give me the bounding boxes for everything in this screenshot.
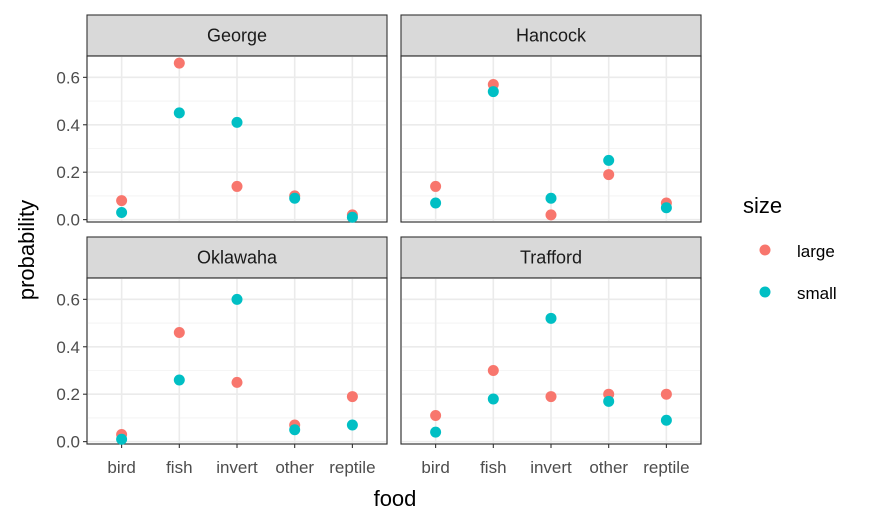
point-hancock-large-other [603,169,615,181]
point-trafford-small-bird [430,426,442,438]
legend-title: size [743,193,782,218]
panel-trafford: Trafford bird fish invert other reptile [400,236,702,477]
point-oklawaha-small-invert [231,293,243,305]
point-hancock-small-reptile [660,202,672,214]
x-tick-label-invert: invert [216,458,258,477]
y-tick-label: 0.0 [56,433,80,452]
legend-key-large [759,244,771,256]
legend-label-small: small [797,284,837,303]
y-tick-label: 0.4 [56,338,80,357]
point-oklawaha-small-fish [173,374,185,386]
x-tick-label-reptile: reptile [643,458,689,477]
strip-label-oklawaha: Oklawaha [197,248,278,268]
panel-border [86,55,388,223]
point-trafford-small-reptile [660,414,672,426]
y-tick-label: 0.2 [56,163,80,182]
strip-oklawaha [86,236,388,279]
strip-george [86,14,388,57]
legend: size large small [743,193,837,303]
point-trafford-small-other [603,395,615,407]
point-hancock-small-bird [430,197,442,209]
point-oklawaha-large-invert [231,376,243,388]
point-hancock-small-invert [545,192,557,204]
panel-oklawaha: Oklawaha 0.0 0.2 0.4 0.6 bird fish invert other r… [56,236,388,477]
point-george-small-other [289,192,301,204]
point-george-large-invert [231,180,243,192]
legend-label-large: large [797,242,835,261]
point-oklawaha-small-bird [116,433,128,445]
x-tick-label-fish: fish [166,458,192,477]
x-tick-label-invert: invert [530,458,572,477]
strip-label-hancock: Hancock [516,26,587,46]
y-axis-title: probability [14,200,39,300]
x-tick-label-other: other [275,458,314,477]
point-hancock-large-invert [545,209,557,221]
x-tick-label-fish: fish [480,458,506,477]
point-george-large-fish [173,57,185,69]
point-hancock-small-fish [487,86,499,98]
y-tick-label: 0.6 [56,290,80,309]
point-trafford-large-bird [430,410,442,422]
x-tick-label-other: other [589,458,628,477]
point-george-small-bird [116,207,128,219]
point-george-small-reptile [346,211,358,223]
point-trafford-small-fish [487,393,499,405]
panels-group: George 0.0 0.2 0.4 0.6 Hancock Oklawaha 0.0 0.2 0… [56,14,702,477]
point-oklawaha-large-fish [173,327,185,339]
point-trafford-large-reptile [660,388,672,400]
point-trafford-small-invert [545,312,557,324]
y-tick-label: 0.4 [56,116,80,135]
strip-label-george: George [207,26,267,46]
point-trafford-large-invert [545,391,557,403]
strip-trafford [400,236,702,279]
panel-george: George 0.0 0.2 0.4 0.6 [56,14,388,230]
point-george-large-bird [116,195,128,207]
strip-label-trafford: Trafford [520,248,582,268]
y-tick-label: 0.6 [56,68,80,87]
panel-hancock: Hancock [400,14,702,223]
y-tick-label: 0.2 [56,385,80,404]
panel-border [400,55,702,223]
y-tick-label: 0.0 [56,211,80,230]
point-hancock-small-other [603,154,615,166]
x-tick-label-reptile: reptile [329,458,375,477]
point-george-small-fish [173,107,185,119]
x-tick-label-bird: bird [107,458,135,477]
point-oklawaha-small-other [289,424,301,436]
point-oklawaha-small-reptile [346,419,358,431]
x-tick-label-bird: bird [421,458,449,477]
point-george-small-invert [231,116,243,128]
point-hancock-large-bird [430,180,442,192]
point-oklawaha-large-reptile [346,391,358,403]
legend-key-small [759,286,771,298]
point-trafford-large-fish [487,364,499,376]
x-axis-title: food [374,486,417,511]
